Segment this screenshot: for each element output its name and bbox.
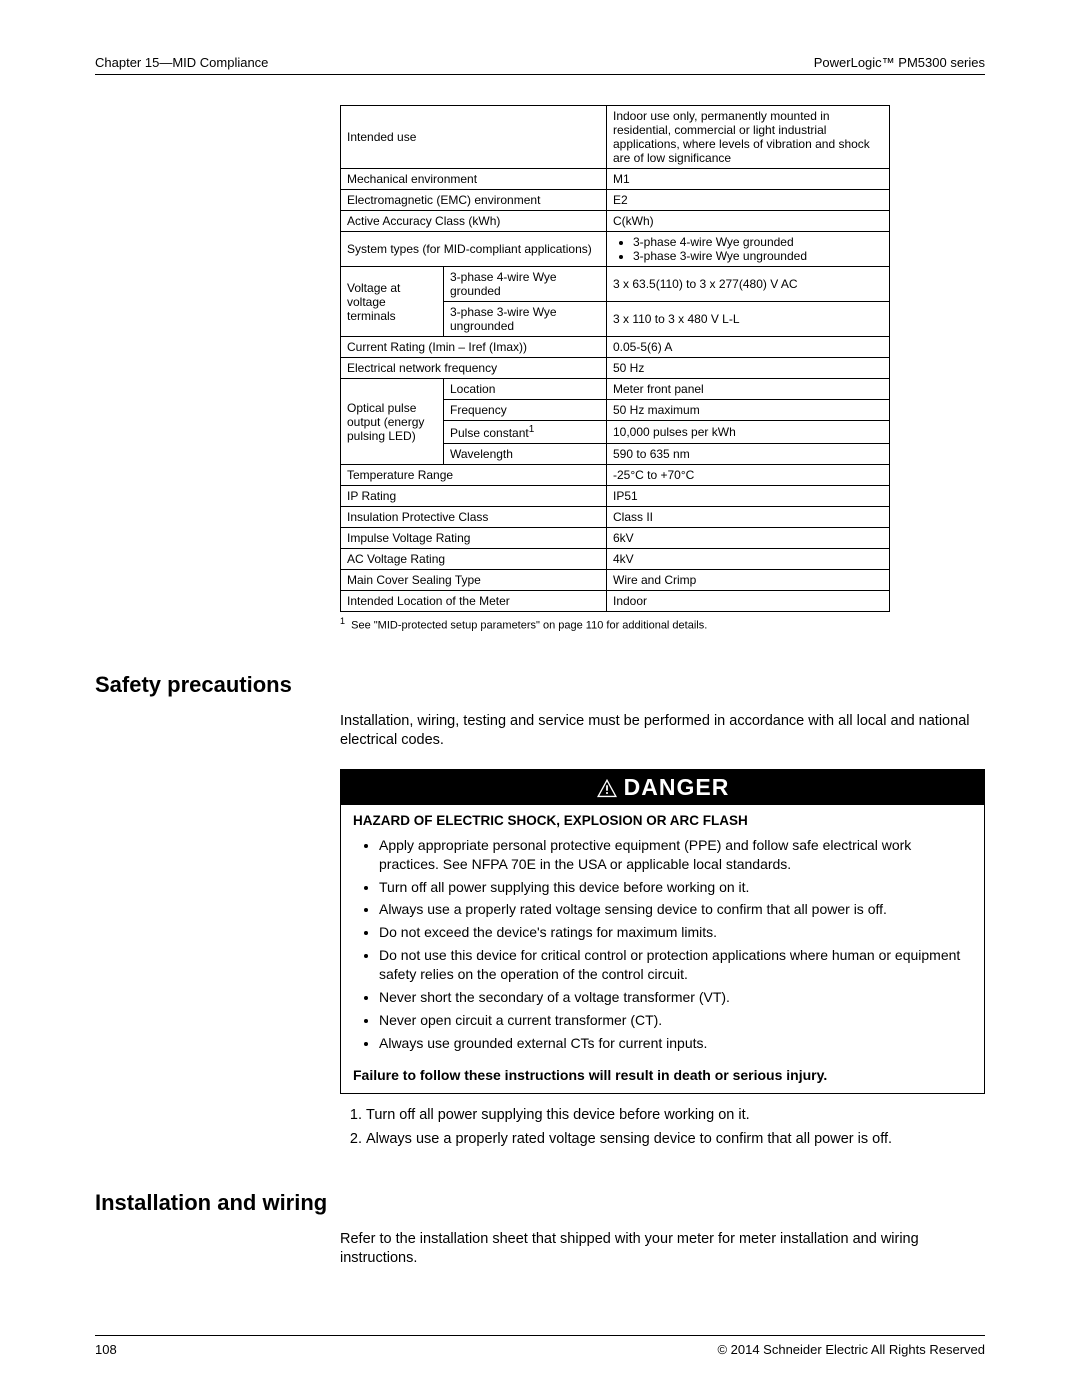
danger-bullet: Never short the secondary of a voltage t… — [379, 988, 984, 1007]
copyright: © 2014 Schneider Electric All Rights Res… — [717, 1342, 985, 1357]
cell: 10,000 pulses per kWh — [607, 421, 890, 444]
cell: 6kV — [607, 528, 890, 549]
danger-bullet: Always use a properly rated voltage sens… — [379, 900, 984, 919]
cell: System types (for MID-compliant applicat… — [341, 232, 607, 267]
danger-header: DANGER — [341, 770, 984, 805]
safety-intro: Installation, wiring, testing and servic… — [340, 712, 985, 751]
cell: Temperature Range — [341, 465, 607, 486]
header-right: PowerLogic™ PM5300 series — [814, 55, 985, 70]
safety-steps: Turn off all power supplying this device… — [340, 1106, 985, 1150]
cell: 50 Hz — [607, 358, 890, 379]
cell: Pulse constant1 — [444, 421, 607, 444]
spec-table: Intended useIndoor use only, permanently… — [340, 105, 890, 612]
cell: 3-phase 3-wire Wye ungrounded — [444, 302, 607, 337]
cell: -25°C to +70°C — [607, 465, 890, 486]
cell: 3 x 63.5(110) to 3 x 277(480) V AC — [607, 267, 890, 302]
cell: Intended Location of the Meter — [341, 591, 607, 612]
cell: Current Rating (Imin – Iref (Imax)) — [341, 337, 607, 358]
cell: Indoor — [607, 591, 890, 612]
cell: Electrical network frequency — [341, 358, 607, 379]
danger-failure: Failure to follow these instructions wil… — [341, 1061, 984, 1093]
cell: Location — [444, 379, 607, 400]
cell: Wavelength — [444, 444, 607, 465]
page-header: Chapter 15—MID Compliance PowerLogic™ PM… — [95, 55, 985, 75]
cell: 3-phase 4-wire Wye grounded3-phase 3-wir… — [607, 232, 890, 267]
li: 3-phase 4-wire Wye grounded — [633, 235, 883, 249]
danger-bullet: Turn off all power supplying this device… — [379, 878, 984, 897]
cell: 3-phase 4-wire Wye grounded — [444, 267, 607, 302]
cell: 4kV — [607, 549, 890, 570]
table-footnote: 1 See "MID-protected setup parameters" o… — [340, 616, 985, 632]
page-footer: 108 © 2014 Schneider Electric All Rights… — [95, 1335, 985, 1357]
cell: Insulation Protective Class — [341, 507, 607, 528]
heading-safety: Safety precautions — [95, 672, 985, 698]
cell: 590 to 635 nm — [607, 444, 890, 465]
li: 3-phase 3-wire Wye ungrounded — [633, 249, 883, 263]
cell: 50 Hz maximum — [607, 400, 890, 421]
danger-bullet: Apply appropriate personal protective eq… — [379, 836, 984, 874]
cell: Mechanical environment — [341, 169, 607, 190]
cell: Frequency — [444, 400, 607, 421]
cell: Voltage at voltage terminals — [341, 267, 444, 337]
cell: Active Accuracy Class (kWh) — [341, 211, 607, 232]
hazard-title: HAZARD OF ELECTRIC SHOCK, EXPLOSION OR A… — [341, 805, 984, 832]
cell: Optical pulse output (energy pulsing LED… — [341, 379, 444, 465]
cell: Wire and Crimp — [607, 570, 890, 591]
step-item: Always use a properly rated voltage sens… — [366, 1130, 985, 1150]
cell: Meter front panel — [607, 379, 890, 400]
cell: Indoor use only, permanently mounted in … — [607, 106, 890, 169]
danger-box: DANGER HAZARD OF ELECTRIC SHOCK, EXPLOSI… — [340, 769, 985, 1094]
cell: C(kWh) — [607, 211, 890, 232]
install-text: Refer to the installation sheet that shi… — [340, 1230, 985, 1269]
danger-bullet: Do not exceed the device's ratings for m… — [379, 923, 984, 942]
cell: E2 — [607, 190, 890, 211]
cell: Electromagnetic (EMC) environment — [341, 190, 607, 211]
step-item: Turn off all power supplying this device… — [366, 1106, 985, 1126]
cell: Intended use — [341, 106, 607, 169]
heading-install: Installation and wiring — [95, 1190, 985, 1216]
danger-bullet: Always use grounded external CTs for cur… — [379, 1034, 984, 1053]
header-left: Chapter 15—MID Compliance — [95, 55, 268, 70]
danger-bullets: Apply appropriate personal protective eq… — [341, 836, 984, 1053]
cell: Class II — [607, 507, 890, 528]
warning-icon — [596, 778, 618, 798]
page-number: 108 — [95, 1342, 117, 1357]
cell: M1 — [607, 169, 890, 190]
cell: 3 x 110 to 3 x 480 V L-L — [607, 302, 890, 337]
cell: IP Rating — [341, 486, 607, 507]
cell: IP51 — [607, 486, 890, 507]
cell: AC Voltage Rating — [341, 549, 607, 570]
cell: Impulse Voltage Rating — [341, 528, 607, 549]
danger-bullet: Never open circuit a current transformer… — [379, 1011, 984, 1030]
danger-bullet: Do not use this device for critical cont… — [379, 946, 984, 984]
cell: 0.05-5(6) A — [607, 337, 890, 358]
cell: Main Cover Sealing Type — [341, 570, 607, 591]
